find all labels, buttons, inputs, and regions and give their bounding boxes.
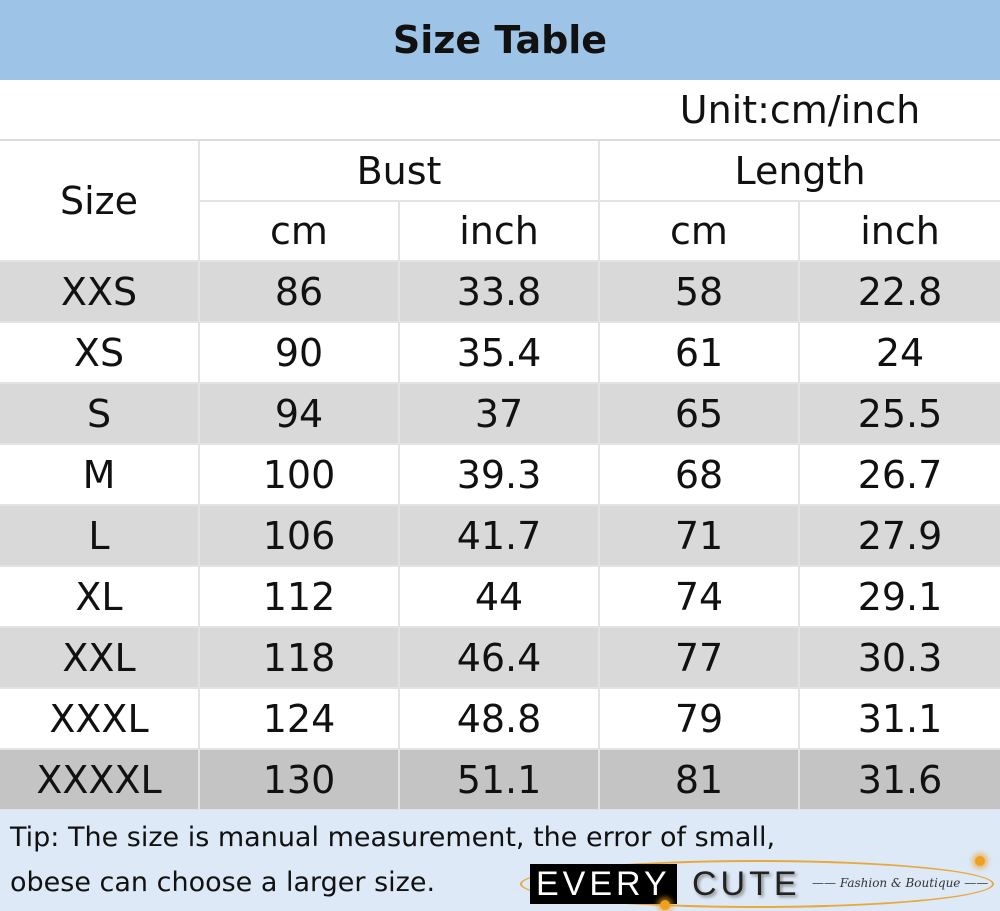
cell-bust-cm: 112 — [200, 567, 400, 628]
cell-bust-cm: 90 — [200, 323, 400, 384]
cell-length-inch: 26.7 — [800, 445, 1000, 506]
cell-bust-cm: 118 — [200, 628, 400, 689]
page-title: Size Table — [0, 0, 1000, 80]
cell-bust-cm: 130 — [200, 750, 400, 811]
table-row: XXXL 124 48.8 79 31.1 — [0, 689, 1000, 750]
table-row: XXXXL 130 51.1 81 31.6 — [0, 750, 1000, 811]
cell-size: XXL — [0, 628, 200, 689]
cell-size: L — [0, 506, 200, 567]
cell-size: XXS — [0, 262, 200, 323]
sparkle-icon — [975, 856, 985, 866]
cell-size: M — [0, 445, 200, 506]
cell-length-inch: 31.1 — [800, 689, 1000, 750]
header-length: Length — [600, 141, 1000, 202]
header-bust-inch: inch — [400, 202, 600, 262]
logo-word-1: EVERY — [530, 864, 677, 904]
cell-bust-inch: 51.1 — [400, 750, 600, 811]
watermark-logo: EVERY CUTE —— Fashion & Boutique —— — [520, 856, 995, 910]
cell-bust-cm: 124 — [200, 689, 400, 750]
table-row: S 94 37 65 25.5 — [0, 384, 1000, 445]
cell-bust-inch: 46.4 — [400, 628, 600, 689]
cell-length-cm: 58 — [600, 262, 800, 323]
cell-length-cm: 79 — [600, 689, 800, 750]
divider — [0, 139, 1000, 141]
cell-bust-inch: 35.4 — [400, 323, 600, 384]
cell-length-cm: 65 — [600, 384, 800, 445]
unit-label: Unit:cm/inch — [679, 87, 921, 132]
header-length-cm: cm — [600, 202, 800, 262]
tip-line-1-end: small, — [694, 822, 776, 853]
cell-size: S — [0, 384, 200, 445]
cell-length-inch: 24 — [800, 323, 1000, 384]
logo-tagline: —— Fashion & Boutique —— — [812, 876, 989, 890]
sparkle-icon — [660, 900, 670, 910]
cell-bust-inch: 48.8 — [400, 689, 600, 750]
cell-length-cm: 81 — [600, 750, 800, 811]
cell-length-cm: 71 — [600, 506, 800, 567]
cell-size: XL — [0, 567, 200, 628]
header-bust: Bust — [200, 141, 600, 202]
table-row: XS 90 35.4 61 24 — [0, 323, 1000, 384]
cell-bust-cm: 106 — [200, 506, 400, 567]
logo-ring — [520, 860, 994, 908]
cell-length-inch: 27.9 — [800, 506, 1000, 567]
cell-length-cm: 74 — [600, 567, 800, 628]
cell-bust-inch: 39.3 — [400, 445, 600, 506]
cell-bust-inch: 33.8 — [400, 262, 600, 323]
cell-bust-inch: 37 — [400, 384, 600, 445]
header-length-inch: inch — [800, 202, 1000, 262]
cell-size: XXXXL — [0, 750, 200, 811]
cell-size: XS — [0, 323, 200, 384]
cell-bust-cm: 86 — [200, 262, 400, 323]
table-row: L 106 41.7 71 27.9 — [0, 506, 1000, 567]
cell-length-inch: 25.5 — [800, 384, 1000, 445]
cell-length-inch: 30.3 — [800, 628, 1000, 689]
cell-length-cm: 61 — [600, 323, 800, 384]
cell-length-inch: 22.8 — [800, 262, 1000, 323]
cell-bust-inch: 41.7 — [400, 506, 600, 567]
cell-bust-cm: 100 — [200, 445, 400, 506]
cell-length-cm: 77 — [600, 628, 800, 689]
cell-length-inch: 29.1 — [800, 567, 1000, 628]
table-row: XXL 118 46.4 77 30.3 — [0, 628, 1000, 689]
tip-line-1: Tip: The size is manual measurement, the… — [10, 822, 686, 853]
cell-length-inch: 31.6 — [800, 750, 1000, 811]
tip-line-2: obese can choose a larger size. — [10, 867, 436, 898]
header-size: Size — [0, 141, 200, 262]
cell-length-cm: 68 — [600, 445, 800, 506]
cell-bust-cm: 94 — [200, 384, 400, 445]
header-bust-cm: cm — [200, 202, 400, 262]
logo-word-2: CUTE — [692, 865, 801, 903]
table-row: XXS 86 33.8 58 22.8 — [0, 262, 1000, 323]
table-row: M 100 39.3 68 26.7 — [0, 445, 1000, 506]
table-row: XL 112 44 74 29.1 — [0, 567, 1000, 628]
cell-size: XXXL — [0, 689, 200, 750]
cell-bust-inch: 44 — [400, 567, 600, 628]
